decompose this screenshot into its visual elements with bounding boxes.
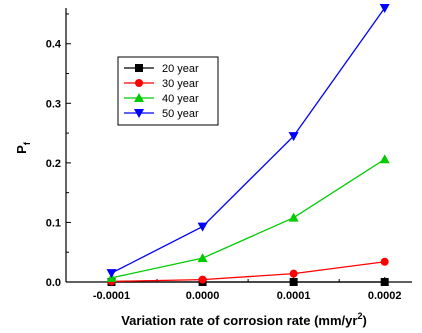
y-tick-label: 0.3 (46, 98, 61, 110)
y-tick-label: 0.4 (46, 39, 62, 51)
y-axis-ticks: 0.0 0.1 0.2 0.3 0.4 (46, 13, 71, 289)
data-point (197, 253, 208, 263)
data-point (289, 269, 298, 278)
axes (65, 8, 412, 283)
x-axis-title: Variation rate of corrosion rate (mm/yr2… (121, 311, 367, 328)
legend-swatch-marker (135, 79, 143, 87)
series-50-year (106, 4, 390, 279)
legend-label: 50 year (162, 108, 199, 120)
y-axis-title: Pf (14, 141, 32, 154)
data-point (380, 257, 389, 266)
legend-label: 30 year (162, 78, 199, 90)
x-tick-label: 0.0001 (277, 290, 311, 302)
data-point (289, 278, 298, 286)
data-point (380, 278, 389, 286)
series-line (111, 158, 386, 279)
x-tick-label: 0.0000 (186, 290, 220, 302)
data-point (379, 4, 390, 13)
x-tick-label: -0.0001 (93, 290, 130, 302)
legend-swatch-marker (134, 109, 144, 118)
legend-item: 20 year (124, 63, 199, 75)
legend: 20 year 30 year 40 year 50 year (117, 56, 219, 126)
legend-swatch-marker (135, 64, 143, 72)
legend-item: 30 year (124, 78, 199, 90)
legend-item: 40 year (124, 93, 199, 105)
data-point (197, 222, 208, 232)
series-line (111, 261, 385, 283)
data-point (198, 275, 207, 284)
y-tick-label: 0.2 (46, 158, 61, 170)
x-tick-label: 0.0002 (368, 290, 402, 302)
series-line (111, 7, 386, 274)
data-point (106, 269, 117, 279)
legend-swatch-marker (134, 93, 144, 102)
data-point (288, 212, 299, 222)
series-40-year (106, 154, 390, 282)
legend-label: 40 year (162, 93, 199, 105)
series-layer (106, 4, 390, 286)
legend-item: 50 year (124, 108, 199, 120)
data-point (288, 132, 299, 142)
data-point (379, 154, 390, 164)
y-tick-label: 0.0 (46, 277, 61, 289)
legend-label: 20 year (162, 63, 199, 75)
y-tick-label: 0.1 (46, 217, 61, 229)
